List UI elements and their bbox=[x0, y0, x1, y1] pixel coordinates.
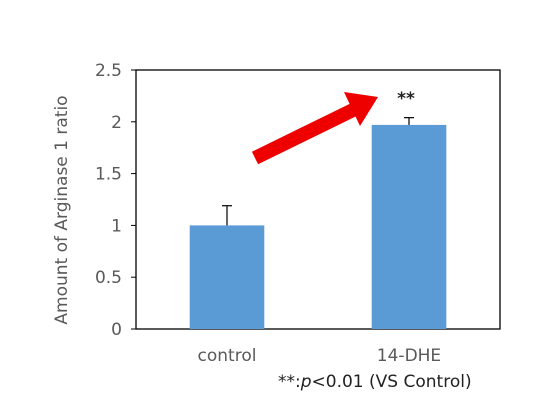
footnote-prefix: **: bbox=[278, 372, 301, 392]
arrow-head bbox=[344, 92, 378, 126]
bars bbox=[189, 117, 447, 330]
y-tick-label: 0 bbox=[111, 320, 122, 340]
x-category-label: control bbox=[198, 346, 257, 366]
y-tick-label: 2 bbox=[111, 113, 122, 133]
footnote-p: p bbox=[300, 372, 312, 392]
plot-area-frame bbox=[135, 69, 501, 330]
bar bbox=[371, 124, 447, 330]
y-tick-label: 2.5 bbox=[95, 61, 122, 81]
arrow-shaft bbox=[251, 103, 357, 165]
y-tick-label: 0.5 bbox=[95, 268, 122, 288]
footnote-rest: <0.01 (VS Control) bbox=[311, 372, 472, 392]
bar bbox=[189, 225, 265, 329]
increase-arrow-icon bbox=[251, 92, 378, 165]
significance-marker: ** bbox=[397, 89, 415, 109]
y-tick-label: 1 bbox=[111, 216, 122, 236]
y-axis-label: Amount of Arginase 1 ratio bbox=[52, 95, 72, 324]
x-axis-categories: control 14-DHE bbox=[198, 346, 442, 366]
footnote: **:p<0.01 (VS Control) bbox=[278, 372, 472, 392]
x-category-label: 14-DHE bbox=[377, 346, 441, 366]
y-tick-label: 1.5 bbox=[95, 165, 122, 185]
y-axis-ticks: 0 0.5 1 1.5 2 2.5 bbox=[95, 61, 136, 340]
